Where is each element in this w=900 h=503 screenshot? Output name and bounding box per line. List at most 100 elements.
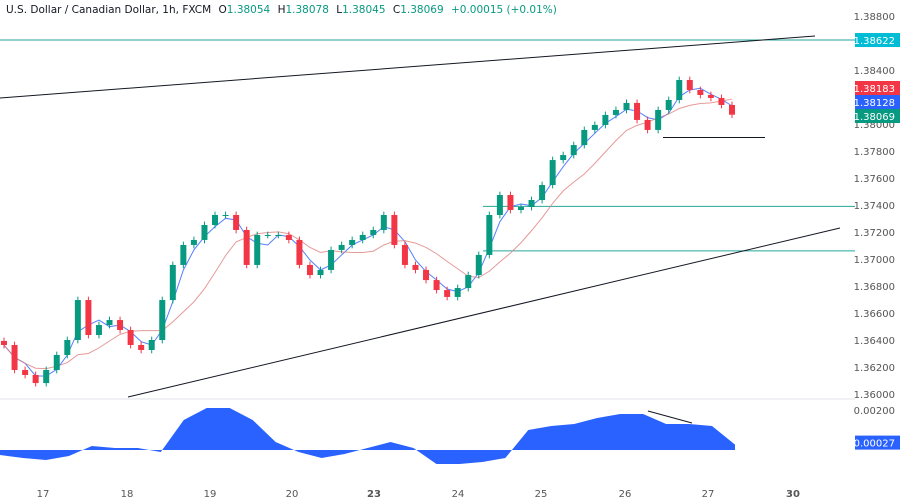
close-number: 1.38069 bbox=[400, 4, 444, 16]
candle-body bbox=[317, 269, 324, 276]
candle-body bbox=[349, 239, 356, 245]
price-axis-label: 1.36400 bbox=[854, 336, 895, 347]
close-label: C bbox=[392, 4, 401, 16]
time-axis-label: 26 bbox=[619, 489, 632, 500]
candle-body bbox=[644, 119, 651, 130]
candle-body bbox=[285, 234, 292, 240]
oscillator-tag bbox=[855, 435, 900, 450]
candle-body bbox=[106, 320, 113, 326]
candle-body bbox=[454, 288, 461, 297]
candle-body bbox=[634, 102, 641, 120]
low-number: 1.38045 bbox=[342, 4, 386, 16]
candle-body bbox=[655, 109, 662, 130]
upper-trendline[interactable] bbox=[0, 35, 816, 99]
candle-body bbox=[264, 234, 271, 236]
candle-body bbox=[306, 264, 313, 276]
candle-body bbox=[370, 229, 377, 235]
candle-body bbox=[222, 214, 229, 216]
low-value: L1.38045 bbox=[336, 4, 385, 16]
time-axis-label: 25 bbox=[535, 489, 548, 500]
candle-body bbox=[507, 195, 514, 210]
oscillator-area bbox=[0, 408, 735, 464]
candle-body bbox=[570, 145, 577, 156]
candle-body bbox=[423, 269, 430, 281]
high-number: 1.38078 bbox=[285, 4, 329, 16]
time-axis-label: 27 bbox=[702, 489, 715, 500]
divergence-line bbox=[647, 410, 693, 424]
price-tag-label: 1.38069 bbox=[854, 112, 895, 123]
time-axis-label: 17 bbox=[37, 489, 50, 500]
price-axis-label: 1.36000 bbox=[854, 390, 895, 401]
candle-body bbox=[1, 340, 7, 345]
high-label: H bbox=[277, 4, 286, 16]
price-tag-label: 1.38183 bbox=[854, 84, 895, 95]
price-axis-label: 1.37800 bbox=[854, 147, 895, 158]
price-axis-label: 1.38800 bbox=[854, 12, 895, 23]
candle-body bbox=[686, 79, 693, 90]
time-axis-label: 18 bbox=[121, 489, 134, 500]
candle-body bbox=[169, 264, 176, 301]
candle-body bbox=[338, 244, 345, 250]
open-label: O bbox=[218, 4, 227, 16]
price-tag bbox=[855, 95, 900, 109]
candle-body bbox=[549, 160, 556, 186]
candle-body bbox=[190, 239, 197, 245]
candle-body bbox=[296, 239, 303, 265]
candle-body bbox=[53, 354, 60, 370]
candle-body bbox=[496, 195, 503, 215]
candle-body bbox=[581, 129, 588, 146]
price-tag bbox=[855, 109, 900, 123]
symbol-title: U.S. Dollar / Canadian Dollar, 1h, FXCM bbox=[6, 4, 212, 16]
candle-body bbox=[359, 234, 366, 240]
low-label: L bbox=[336, 4, 343, 16]
candle-body bbox=[159, 300, 166, 340]
oscillator-tag-label: 0.00027 bbox=[854, 439, 895, 450]
price-axis-label: 1.37600 bbox=[854, 174, 895, 185]
open-number: 1.38054 bbox=[226, 4, 271, 16]
candle-body bbox=[233, 214, 240, 230]
candle-body bbox=[707, 94, 714, 98]
time-axis-label: 23 bbox=[367, 489, 381, 500]
time-axis-label: 19 bbox=[204, 489, 217, 500]
moving-average-line bbox=[3, 87, 733, 377]
candle-body bbox=[43, 369, 50, 384]
candle-body bbox=[11, 344, 18, 370]
candle-body bbox=[612, 109, 619, 115]
close-value: C1.38069 bbox=[393, 4, 444, 16]
candle-body bbox=[64, 340, 71, 355]
candle-body bbox=[412, 264, 419, 270]
candle-body bbox=[74, 300, 81, 340]
oscillator-axis-label: 0.00200 bbox=[854, 406, 895, 417]
candle-body bbox=[117, 320, 124, 331]
price-axis-label: 1.37400 bbox=[854, 201, 895, 212]
candle-body bbox=[243, 229, 250, 265]
time-axis-label: 30 bbox=[786, 489, 800, 500]
candle-body bbox=[528, 200, 535, 208]
candle-body bbox=[444, 290, 451, 297]
price-axis-label: 1.38000 bbox=[854, 120, 895, 131]
candle-body bbox=[517, 207, 524, 210]
time-axis-label: 20 bbox=[286, 489, 299, 500]
high-value: H1.38078 bbox=[278, 4, 329, 16]
candle-body bbox=[560, 155, 567, 161]
candle-body bbox=[602, 114, 609, 125]
price-axis-label: 1.38400 bbox=[854, 66, 895, 77]
price-tag bbox=[855, 33, 900, 48]
candle-body bbox=[127, 330, 134, 345]
candle-body bbox=[254, 234, 261, 265]
candle-body bbox=[676, 79, 683, 100]
price-axis-label: 1.37200 bbox=[854, 228, 895, 239]
candle-body bbox=[591, 124, 598, 130]
price-tag-label: 1.38128 bbox=[854, 98, 895, 109]
candle-body bbox=[22, 369, 29, 375]
candle-body bbox=[729, 104, 735, 115]
candle-body bbox=[275, 234, 282, 236]
candle-body bbox=[401, 244, 408, 265]
lower-trendline[interactable] bbox=[127, 227, 841, 398]
candle-body bbox=[138, 344, 145, 350]
candle-body bbox=[328, 249, 335, 270]
candle-body bbox=[539, 185, 546, 201]
candle-body bbox=[486, 214, 493, 255]
candle-body bbox=[718, 97, 725, 105]
